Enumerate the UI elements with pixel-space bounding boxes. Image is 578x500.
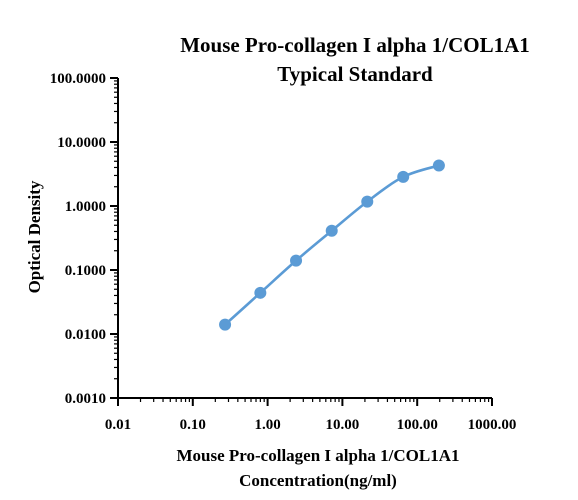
y-tick-label: 1.0000 <box>65 199 106 215</box>
chart-title-line-2: Typical Standard <box>277 62 433 86</box>
data-point <box>219 318 232 331</box>
y-tick-label: 0.0010 <box>65 391 106 407</box>
y-tick-label: 0.0100 <box>65 327 106 343</box>
y-tick-label: 0.1000 <box>65 263 106 279</box>
y-tick-label: 100.0000 <box>50 71 106 87</box>
data-point <box>325 224 338 237</box>
data-point <box>397 170 410 183</box>
data-point <box>290 254 303 267</box>
x-axis-label-line-1: Mouse Pro-collagen I alpha 1/COL1A1 <box>176 446 459 465</box>
x-tick-label: 10.00 <box>326 417 360 433</box>
chart-title-line-1: Mouse Pro-collagen I alpha 1/COL1A1 <box>180 33 530 57</box>
x-tick-label: 0.10 <box>180 417 206 433</box>
x-tick-label: 0.01 <box>105 417 131 433</box>
series-line <box>224 164 440 326</box>
x-axis-label-line-2: Concentration(ng/ml) <box>239 471 397 490</box>
axes: 0.0010 0.0100 0.1000 1.0000 10.0000 100.0000 0… <box>50 71 517 433</box>
data-point <box>432 159 445 172</box>
x-tick-label: 1000.00 <box>468 417 517 433</box>
data-point <box>254 286 267 299</box>
x-tick-label: 1.00 <box>254 417 280 433</box>
y-tick-label: 10.0000 <box>57 135 106 151</box>
y-axis-label: Optical Density <box>25 180 44 293</box>
data-point <box>361 195 374 208</box>
series <box>219 159 445 331</box>
x-tick-label: 100.00 <box>397 417 438 433</box>
